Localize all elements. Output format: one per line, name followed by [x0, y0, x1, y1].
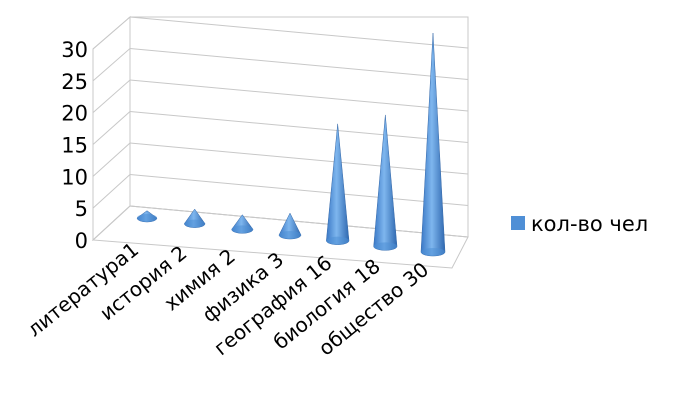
cone	[420, 32, 446, 257]
cone-base	[421, 248, 445, 256]
y-tick-label: 20	[61, 102, 88, 126]
cone-body	[420, 32, 446, 257]
gridline-side	[92, 111, 131, 145]
cone-base	[326, 236, 349, 245]
gridline	[129, 142, 469, 175]
gridline	[129, 205, 469, 238]
gridline-side	[92, 205, 131, 241]
cone	[373, 114, 398, 251]
plot-walls	[91, 15, 469, 269]
y-tick-label: 15	[61, 134, 88, 158]
cones	[136, 32, 446, 257]
gridline	[129, 79, 469, 112]
legend-label: кол-во чел	[531, 212, 648, 236]
gridline	[129, 174, 469, 206]
cone-base	[137, 214, 157, 222]
cone-body	[326, 123, 350, 245]
cone-base	[231, 225, 253, 234]
cone-base	[279, 231, 301, 239]
cone	[231, 214, 254, 234]
gridline-side	[92, 142, 131, 177]
gridline	[129, 48, 469, 80]
y-tick-label: 25	[61, 70, 88, 94]
gridline-side	[92, 48, 131, 82]
cone-base	[184, 219, 206, 228]
gridlines	[92, 16, 469, 241]
legend: кол-во чел	[511, 212, 648, 236]
cone-base	[373, 242, 398, 251]
cone	[136, 210, 158, 223]
y-tick-label: 5	[75, 197, 88, 221]
gridline-side	[92, 174, 131, 209]
gridline-side	[92, 16, 131, 50]
cone	[184, 208, 206, 228]
gridline	[129, 16, 469, 49]
legend-swatch	[511, 216, 525, 230]
y-tick-label: 30	[61, 38, 88, 62]
cone	[278, 212, 302, 240]
y-tick-label: 0	[75, 229, 88, 253]
cone	[326, 123, 350, 245]
y-tick-label: 10	[61, 165, 88, 189]
gridline-side	[92, 79, 131, 114]
gridline	[129, 111, 469, 143]
y-axis-ticks: 0 5 10 15 20 25 30	[61, 38, 88, 253]
